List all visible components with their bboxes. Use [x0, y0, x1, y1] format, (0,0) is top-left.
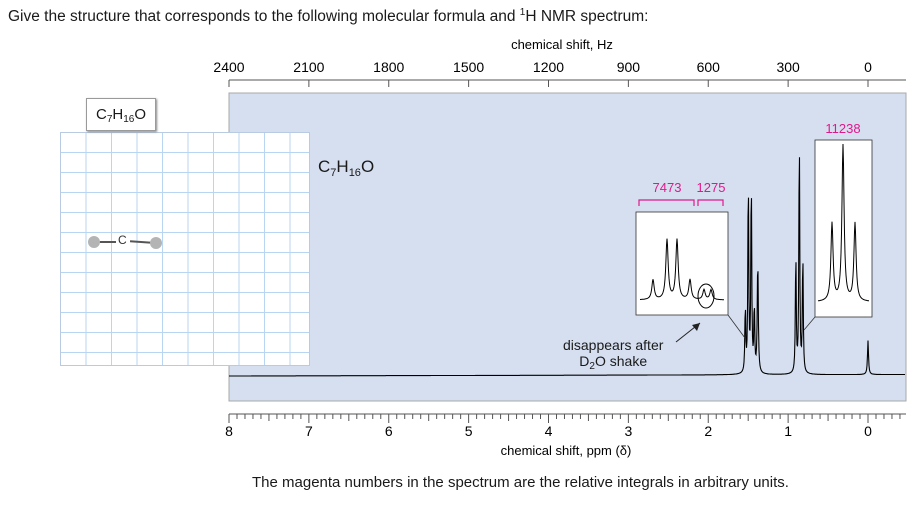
ppm-tick-label: 0	[864, 423, 872, 439]
ppm-tick-label: 7	[305, 423, 313, 439]
hz-tick-label: 600	[697, 59, 721, 75]
spectrum-trace	[229, 157, 905, 377]
inset-quartet-box	[635, 211, 729, 316]
hz-tick-label: 900	[617, 59, 641, 75]
hz-tick-label: 2100	[293, 59, 324, 75]
ppm-ticks: 8 7 6 5 4 3 2 1 0	[225, 414, 901, 439]
spectrum-plot-area	[228, 92, 907, 402]
hz-tick-label: 1200	[533, 59, 564, 75]
inset-quartet-trace	[640, 238, 724, 301]
ppm-tick-label: 3	[624, 423, 632, 439]
integral-bracket-singlet	[697, 199, 724, 206]
ppm-tick-label: 1	[784, 423, 792, 439]
hz-ticks: 2400 2100 1800 1500 1200 900 600 300 0	[213, 59, 872, 87]
footer-note: The magenta numbers in the spectrum are …	[252, 474, 789, 491]
d2o-note: disappears after D2O shake	[563, 337, 664, 372]
integral-label-quartet: 7473	[653, 180, 682, 195]
carbon-bond-tool-icon[interactable]: C	[88, 233, 166, 251]
hz-axis-label: chemical shift, Hz	[511, 37, 613, 52]
ppm-tick-label: 8	[225, 423, 233, 439]
ppm-axis-label: chemical shift, ppm (δ)	[501, 443, 632, 458]
inset-triplet-box	[814, 139, 873, 318]
hz-tick-label: 1500	[453, 59, 484, 75]
structure-drawing-area[interactable]	[60, 132, 310, 366]
tool-carbon-label: C	[118, 233, 127, 247]
question-text: Give the structure that corresponds to t…	[8, 7, 649, 26]
ppm-tick-label: 2	[704, 423, 712, 439]
hz-tick-label: 300	[776, 59, 800, 75]
ppm-tick-label: 5	[465, 423, 473, 439]
hz-tick-label: 2400	[213, 59, 244, 75]
oh-circle	[697, 283, 715, 309]
ppm-tick-label: 6	[385, 423, 393, 439]
inset-triplet-connector	[803, 316, 816, 331]
integral-label-triplet: 11238	[825, 121, 860, 136]
inset-triplet-trace	[817, 143, 869, 302]
ppm-tick-label: 4	[545, 423, 553, 439]
hz-tick-label: 0	[864, 59, 872, 75]
integral-label-singlet: 1275	[697, 180, 726, 195]
integral-bracket-quartet	[638, 199, 695, 206]
spectrum-formula: C7H16O	[318, 157, 375, 179]
inset-quartet-connector	[727, 314, 746, 339]
note-arrowhead	[692, 323, 700, 331]
molecular-formula-tab[interactable]: C7H16O	[86, 98, 156, 131]
hz-tick-label: 1800	[373, 59, 404, 75]
